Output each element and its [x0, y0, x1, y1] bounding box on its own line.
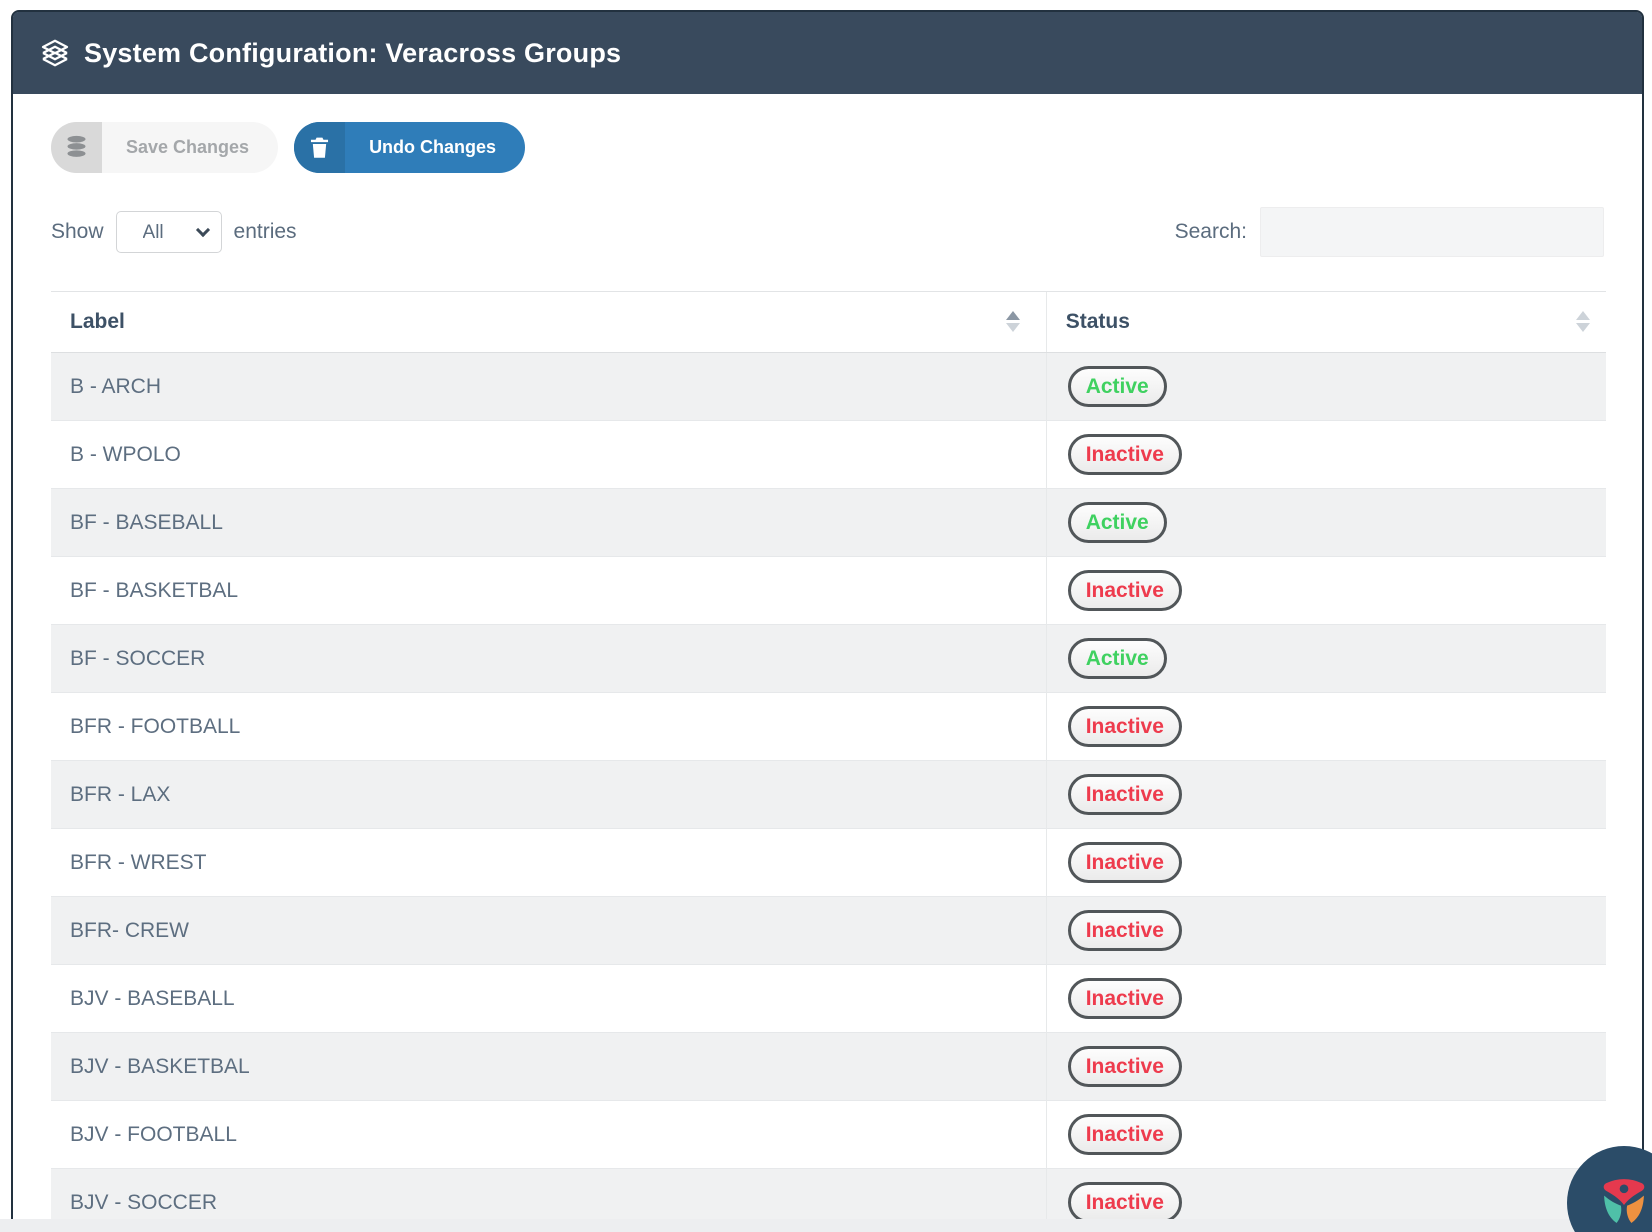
status-badge[interactable]: Inactive: [1067, 706, 1182, 747]
sort-icon: [1005, 311, 1020, 332]
groups-table: Label Status B - ARCH Acti: [51, 291, 1606, 1232]
toolbar: Save Changes Undo Changes: [51, 122, 1604, 173]
status-column-title: Status: [1065, 310, 1130, 333]
table-row: B - WPOLO Inactive: [51, 420, 1606, 489]
group-status-cell: Inactive: [1045, 556, 1606, 625]
content-area: Save Changes Undo Changes Show: [13, 94, 1642, 1232]
page-size-select-wrap: All: [115, 211, 222, 253]
group-label-cell: BF - BASKETBAL: [70, 578, 239, 602]
status-badge[interactable]: Inactive: [1067, 978, 1182, 1019]
layers-icon: [39, 37, 71, 69]
status-badge[interactable]: Inactive: [1067, 910, 1182, 951]
group-status-cell: Inactive: [1045, 1032, 1606, 1101]
group-label-cell: BFR - WREST: [70, 850, 207, 874]
save-button-label: Save Changes: [126, 137, 250, 157]
group-label-cell: BJV - SOCCER: [70, 1190, 218, 1214]
search-control: Search:: [1175, 207, 1604, 257]
page-length-control: Show All entries: [51, 211, 297, 253]
status-badge[interactable]: Inactive: [1067, 1046, 1182, 1087]
status-badge[interactable]: Inactive: [1067, 774, 1182, 815]
group-label-cell: B - WPOLO: [70, 442, 181, 466]
status-badge[interactable]: Inactive: [1067, 842, 1182, 883]
group-status-cell: Inactive: [1045, 896, 1606, 965]
group-label-cell: BFR - LAX: [70, 782, 171, 806]
entries-label: entries: [233, 220, 297, 243]
group-status-cell: Active: [1045, 352, 1606, 421]
database-icon: [51, 122, 102, 173]
table-controls: Show All entries Search:: [51, 207, 1604, 257]
table-row: BJV - FOOTBALL Inactive: [51, 1100, 1606, 1169]
group-status-cell: Inactive: [1045, 1100, 1606, 1169]
group-label-cell: BJV - BASKETBAL: [70, 1054, 250, 1078]
page-title: System Configuration: Veracross Groups: [84, 37, 622, 68]
card-header: System Configuration: Veracross Groups: [13, 12, 1642, 94]
undo-button-label: Undo Changes: [369, 137, 497, 157]
status-badge[interactable]: Inactive: [1067, 1114, 1182, 1155]
column-header-label[interactable]: Label: [51, 291, 1047, 353]
table-header-row: Label Status: [51, 291, 1606, 353]
table-row: BJV - BASKETBAL Inactive: [51, 1032, 1606, 1101]
veracross-logo-icon: [1593, 1167, 1652, 1232]
group-label-cell: BFR- CREW: [70, 918, 189, 942]
system-config-card: System Configuration: Veracross Groups S…: [11, 10, 1644, 1232]
undo-changes-button[interactable]: Undo Changes: [294, 122, 526, 173]
sort-icon: [1576, 311, 1590, 332]
status-badge[interactable]: Active: [1067, 638, 1167, 679]
label-column-title: Label: [70, 310, 125, 333]
group-status-cell: Inactive: [1045, 760, 1606, 829]
status-badge[interactable]: Inactive: [1067, 1182, 1182, 1224]
table-row: B - ARCH Active: [51, 352, 1606, 421]
search-input[interactable]: [1260, 207, 1604, 257]
trash-icon: [294, 122, 346, 173]
group-status-cell: Inactive: [1045, 420, 1606, 489]
status-badge[interactable]: Active: [1067, 366, 1167, 407]
status-badge[interactable]: Inactive: [1067, 434, 1182, 475]
group-status-cell: Active: [1045, 488, 1606, 557]
group-status-cell: Inactive: [1045, 692, 1606, 761]
table-row: BF - BASKETBAL Inactive: [51, 556, 1606, 625]
group-label-cell: BFR - FOOTBALL: [70, 714, 241, 738]
table-row: BF - SOCCER Active: [51, 624, 1606, 693]
group-status-cell: Active: [1045, 624, 1606, 693]
table-row: BJV - BASEBALL Inactive: [51, 964, 1606, 1033]
search-label: Search:: [1174, 220, 1247, 243]
table-row: BFR - WREST Inactive: [51, 828, 1606, 897]
group-label-cell: B - ARCH: [70, 374, 162, 398]
page-size-select[interactable]: All: [115, 211, 222, 253]
bottom-strip: [0, 1219, 1652, 1232]
group-label-cell: BJV - BASEBALL: [70, 986, 235, 1010]
group-label-cell: BF - SOCCER: [70, 646, 206, 670]
status-badge[interactable]: Inactive: [1067, 570, 1182, 611]
save-changes-button[interactable]: Save Changes: [51, 122, 279, 173]
table-row: BFR - FOOTBALL Inactive: [51, 692, 1606, 761]
table-row: BF - BASEBALL Active: [51, 488, 1606, 557]
group-status-cell: Inactive: [1045, 828, 1606, 897]
status-badge[interactable]: Active: [1067, 502, 1167, 543]
table-row: BFR- CREW Inactive: [51, 896, 1606, 965]
group-label-cell: BF - BASEBALL: [70, 510, 223, 534]
column-header-status[interactable]: Status: [1045, 291, 1606, 353]
show-label: Show: [51, 220, 104, 243]
group-status-cell: Inactive: [1045, 964, 1606, 1033]
table-row: BFR - LAX Inactive: [51, 760, 1606, 829]
group-label-cell: BJV - FOOTBALL: [70, 1122, 237, 1146]
